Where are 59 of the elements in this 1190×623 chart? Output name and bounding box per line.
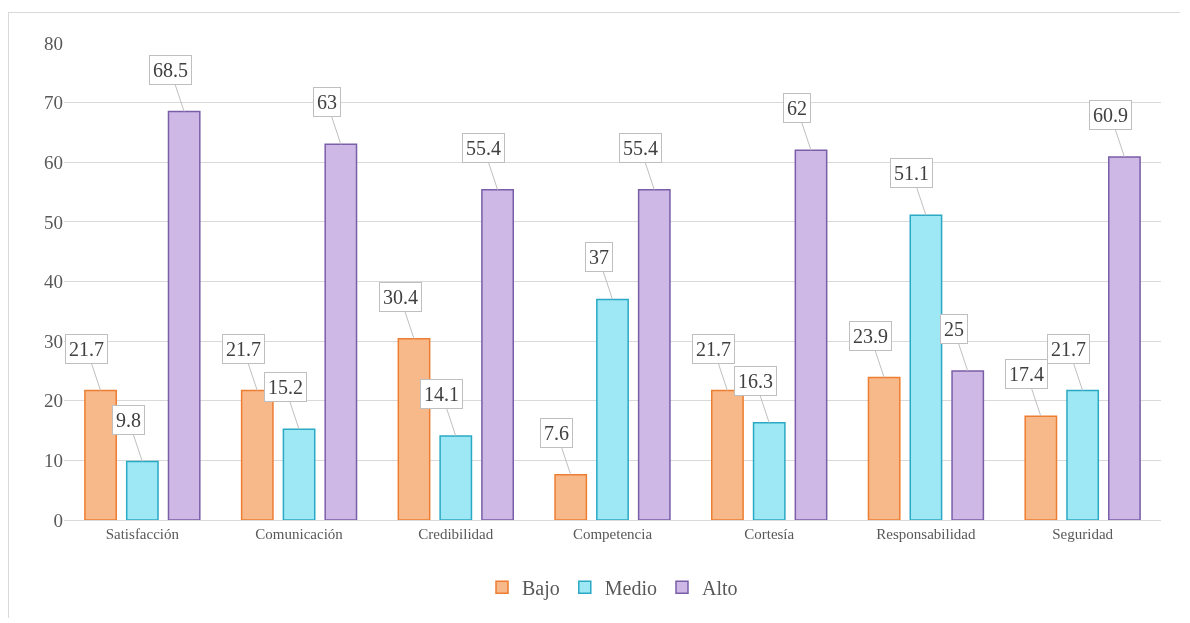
bar xyxy=(596,298,629,520)
data-label: 62 xyxy=(787,97,807,119)
legend-label: Medio xyxy=(604,577,657,599)
data-label: 55.4 xyxy=(466,137,501,159)
legend-label: Bajo xyxy=(522,577,560,600)
data-label: 21.7 xyxy=(696,338,731,360)
bar xyxy=(125,460,159,520)
x-tick-label: Responsabilidad xyxy=(876,526,977,542)
data-label: 16.3 xyxy=(738,370,773,392)
bar xyxy=(84,389,117,520)
bar xyxy=(481,188,514,520)
data-label: 21.7 xyxy=(69,338,104,360)
bar xyxy=(1066,389,1100,520)
data-label: 25 xyxy=(944,318,964,340)
bar xyxy=(1024,415,1058,520)
data-label: 51.1 xyxy=(894,162,929,184)
x-tick-label: Cortesía xyxy=(744,526,795,542)
data-label: 60.9 xyxy=(1093,104,1128,126)
x-tick-label: Satisfacción xyxy=(105,526,180,542)
bar xyxy=(909,214,943,520)
data-label: 15.2 xyxy=(268,376,303,398)
y-tick-label: 20 xyxy=(44,390,63,412)
bar xyxy=(794,149,828,520)
y-tick-label: 40 xyxy=(44,271,63,293)
bar xyxy=(1108,156,1141,520)
data-label: 37 xyxy=(589,246,609,268)
bar xyxy=(324,143,358,520)
y-tick-label: 0 xyxy=(53,509,63,531)
x-tick-label: Seguridad xyxy=(1052,526,1114,542)
y-tick-label: 60 xyxy=(44,151,63,173)
y-tick-label: 30 xyxy=(44,330,63,352)
data-label: 7.6 xyxy=(544,422,569,444)
bar xyxy=(711,389,744,520)
data-label: 21.7 xyxy=(226,338,261,360)
x-tick-label: Comunicación xyxy=(255,526,344,542)
bar xyxy=(167,110,201,520)
bar xyxy=(867,376,901,520)
x-tick-label: Competencia xyxy=(572,526,653,542)
data-label: 30.4 xyxy=(383,286,418,308)
data-label: 63 xyxy=(317,91,337,113)
bar xyxy=(752,422,786,520)
y-tick-label: 50 xyxy=(44,211,63,233)
bar xyxy=(439,435,473,520)
data-label: 21.7 xyxy=(1051,338,1086,360)
data-label: 68.5 xyxy=(153,59,188,81)
bar xyxy=(951,370,985,520)
legend-label: Alto xyxy=(702,577,738,599)
data-label: 9.8 xyxy=(116,409,141,431)
x-tick-label: Credibilidad xyxy=(418,526,494,542)
y-tick-label: 10 xyxy=(44,450,63,472)
data-label: 14.1 xyxy=(424,383,459,405)
bar xyxy=(282,428,316,520)
bar xyxy=(554,473,588,520)
data-label: 55.4 xyxy=(623,137,658,159)
data-label: 17.4 xyxy=(1009,363,1044,385)
y-tick-label: 80 xyxy=(44,32,63,54)
y-tick-label: 70 xyxy=(44,92,63,114)
data-label: 23.9 xyxy=(853,325,888,347)
bar xyxy=(637,188,671,520)
